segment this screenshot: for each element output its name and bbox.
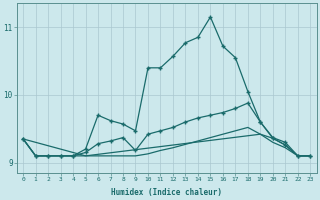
X-axis label: Humidex (Indice chaleur): Humidex (Indice chaleur)	[111, 188, 222, 197]
